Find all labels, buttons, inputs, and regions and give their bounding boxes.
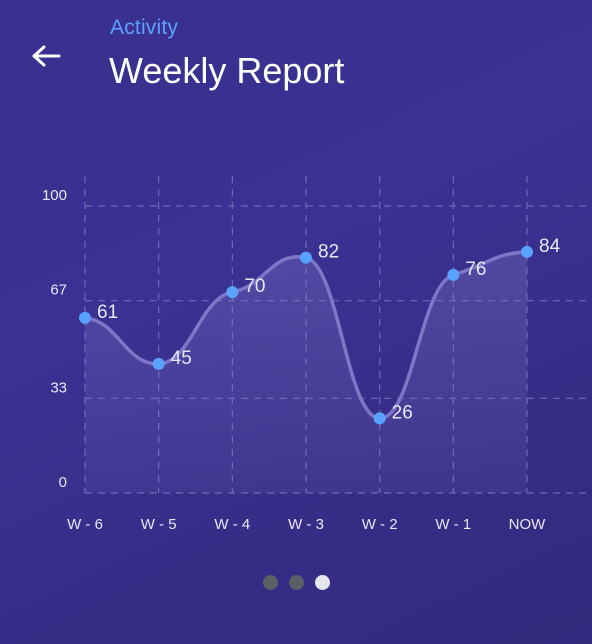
x-tick-label: W - 5 <box>141 516 177 533</box>
y-tick-label: 67 <box>50 282 67 299</box>
y-tick-label: 0 <box>59 474 67 491</box>
data-label: 76 <box>465 259 486 280</box>
page-dot[interactable] <box>288 575 304 590</box>
data-label: 61 <box>97 302 118 323</box>
data-label: 26 <box>392 402 413 423</box>
series-area <box>85 251 527 493</box>
y-tick-label: 100 <box>42 187 67 204</box>
x-tick-label: W - 2 <box>362 516 398 533</box>
header: Activity Weekly Report <box>0 0 592 110</box>
x-tick-label: W - 3 <box>288 516 324 533</box>
page-dot[interactable] <box>262 575 278 590</box>
data-label: 82 <box>318 242 339 263</box>
data-point <box>373 412 386 425</box>
back-button[interactable] <box>26 38 66 74</box>
weekly-line-chart: 0 33 67 100 W - 6 W - 5 W - 4 W - 3 W - 2 W - 1 NO… <box>42 176 592 533</box>
x-tick-label: W - 6 <box>67 516 103 533</box>
data-label: 45 <box>171 348 192 369</box>
data-point <box>447 268 460 281</box>
data-label: 70 <box>244 276 265 297</box>
section-subtitle: Activity <box>110 16 179 39</box>
data-point <box>521 245 533 258</box>
data-point <box>300 251 312 264</box>
x-tick-label: NOW <box>509 516 547 533</box>
page-dot-active[interactable] <box>314 575 330 590</box>
data-label: 84 <box>539 236 561 257</box>
page-indicator <box>0 575 592 597</box>
arrow-left-icon <box>32 45 61 67</box>
data-point <box>226 286 239 299</box>
data-point <box>152 357 165 370</box>
x-tick-label: W - 1 <box>435 516 471 533</box>
data-point <box>79 311 91 324</box>
page-title: Weekly Report <box>109 50 345 91</box>
y-tick-label: 33 <box>50 379 67 396</box>
x-tick-label: W - 4 <box>214 516 250 533</box>
